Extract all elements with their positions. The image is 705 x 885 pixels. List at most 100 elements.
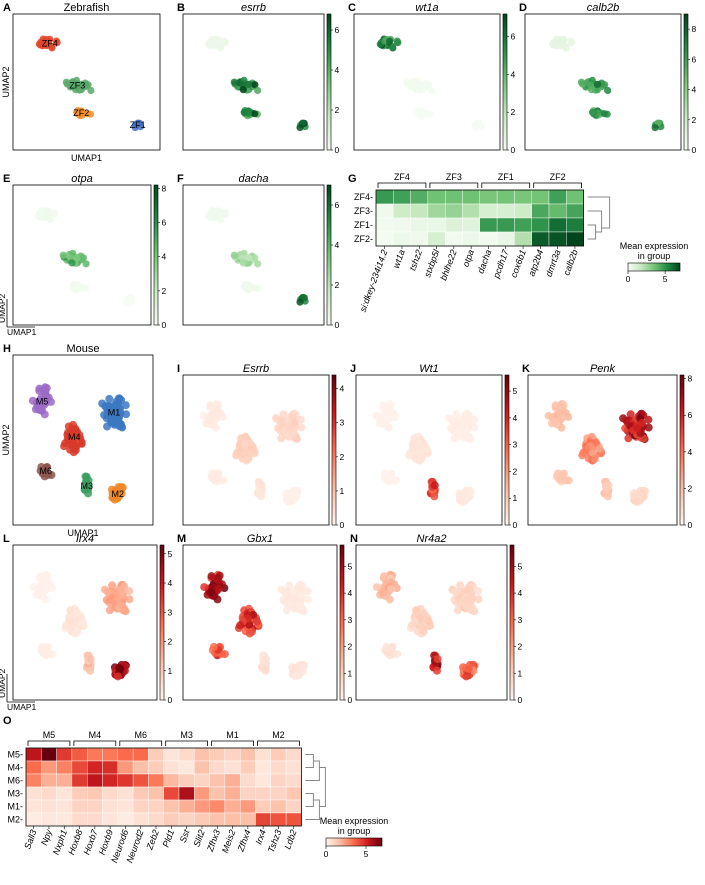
data-point: [418, 80, 426, 88]
heatmap-cell: [375, 203, 394, 219]
colorbar-tick-label: 2: [688, 483, 693, 493]
group-label: M3: [180, 730, 193, 740]
heatmap-cell: [224, 799, 241, 814]
data-point: [292, 596, 301, 604]
group-label: ZF4: [394, 172, 410, 182]
data-point: [213, 209, 222, 217]
data-point: [282, 606, 291, 615]
row-label: M4-: [8, 763, 24, 773]
column-label: Irx4: [253, 828, 268, 846]
heatmap-cell: [427, 231, 446, 247]
heatmap-cell: [255, 799, 272, 814]
data-point: [79, 284, 87, 292]
group-bracket: [73, 740, 117, 746]
data-point: [451, 588, 460, 596]
data-point: [86, 666, 95, 675]
data-point: [82, 260, 90, 268]
heatmap-cell: [71, 760, 88, 775]
data-point: [275, 416, 284, 425]
group-label: ZF2: [550, 172, 566, 182]
data-point: [413, 108, 421, 116]
data-point: [116, 665, 125, 673]
x-axis-label: UMAP1: [7, 702, 37, 712]
data-point: [77, 80, 85, 88]
data-point: [113, 487, 121, 496]
heatmap-cell: [194, 760, 210, 775]
data-point: [206, 588, 215, 597]
heatmap-cell: [239, 799, 256, 814]
data-point: [73, 108, 81, 116]
data-point: [471, 124, 479, 132]
data-point: [297, 423, 306, 432]
data-point: [279, 410, 288, 419]
heatmap-cell: [239, 747, 256, 762]
data-point: [61, 439, 70, 448]
data-point: [577, 78, 586, 86]
heatmap-frame: [25, 747, 302, 827]
data-point: [233, 448, 242, 457]
panel-title: otpa: [71, 173, 92, 185]
data-point: [73, 253, 81, 262]
data-point: [603, 492, 612, 501]
scatter-panel-i: Esrrb 0 1 2 3 4: [182, 363, 345, 530]
data-point: [213, 413, 221, 422]
heatmap-cell: [25, 812, 42, 827]
colorbar-tick-label: 6: [335, 200, 340, 210]
data-point: [291, 672, 300, 681]
data-point: [29, 583, 38, 592]
heatmap-cell: [270, 773, 287, 788]
group-bracket: [119, 740, 163, 746]
data-point: [474, 587, 483, 596]
heatmap-cell: [255, 760, 272, 775]
cluster-label: M2: [111, 489, 124, 499]
heatmap-cell: [239, 773, 256, 788]
column-label: calb2b: [561, 248, 579, 276]
colorbar-tick-label: 4: [335, 240, 340, 250]
column-label: Slit2: [191, 828, 206, 848]
scatter-panel-h: Mouse M1 M2 M3 M4 M5 M6 UMAP1 UMAP2: [1, 343, 154, 538]
scatter-panel-n: Nr4a2 0 1 2 3 4 5: [355, 533, 523, 705]
group-label: M5: [43, 730, 56, 740]
heatmap-cell: [25, 773, 42, 788]
heatmap-cell: [117, 786, 134, 801]
colorbar: [683, 13, 689, 151]
data-point: [424, 617, 433, 626]
data-point: [72, 86, 80, 94]
panel-title: Irx4: [76, 533, 94, 545]
panel-title: dacha: [239, 173, 269, 185]
heatmap-cell: [209, 773, 226, 788]
data-point: [417, 454, 426, 463]
data-point: [251, 110, 259, 118]
data-point: [430, 481, 439, 490]
panel-title: Gbx1: [247, 533, 273, 545]
x-axis-label: UMAP1: [7, 327, 37, 337]
data-point: [462, 672, 471, 681]
data-point: [69, 438, 78, 447]
column-label: otpa: [461, 248, 476, 268]
panel-title: Esrrb: [243, 363, 269, 375]
heatmap-cell: [393, 217, 411, 233]
panel-letter-a: A: [3, 2, 11, 14]
data-point: [382, 642, 391, 651]
data-point: [601, 81, 609, 89]
heatmap-cell: [410, 189, 429, 205]
dendrogram-branch: [305, 799, 320, 820]
heatmap-cell: [71, 747, 88, 762]
dendrogram-branch: [305, 793, 314, 807]
column-label: Zeb2: [144, 828, 161, 852]
heatmap-cell: [285, 812, 302, 827]
data-point: [111, 411, 120, 420]
data-point: [43, 209, 51, 217]
colorbar-tick-label: 0: [335, 320, 340, 330]
group-bracket: [211, 740, 254, 746]
data-point: [68, 259, 76, 267]
heatmap-cell: [531, 189, 550, 205]
data-point: [199, 411, 208, 420]
heatmap-cell: [462, 231, 480, 247]
heatmap-cell: [548, 203, 567, 219]
scatter-panel-b: esrrb 0 2 4 6: [182, 2, 340, 155]
data-point: [230, 251, 238, 259]
data-point: [635, 490, 643, 499]
scatter-panel-j: Wt1 0 1 2 3 4 5: [355, 363, 518, 530]
heatmap-cell: [41, 786, 57, 801]
